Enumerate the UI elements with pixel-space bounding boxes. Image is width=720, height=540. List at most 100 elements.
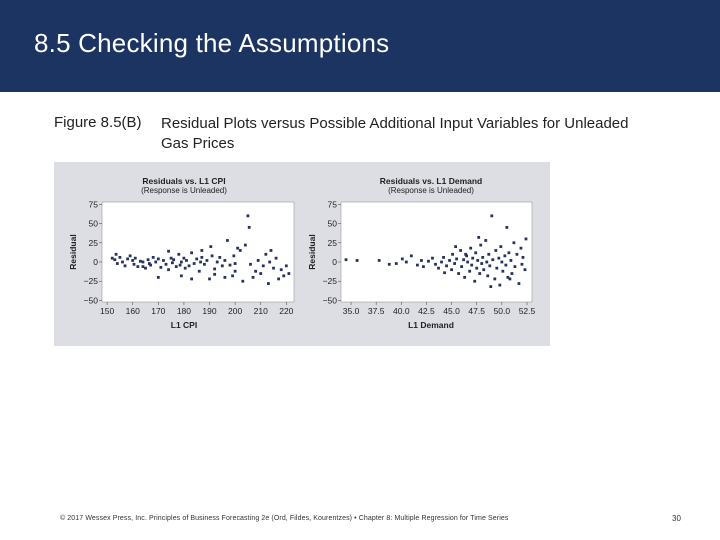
data-point: [484, 239, 488, 242]
data-point: [377, 259, 381, 262]
data-point: [118, 255, 122, 259]
data-point: [228, 263, 232, 267]
x-axis-label: L1 CPI: [171, 320, 197, 330]
data-point: [167, 268, 170, 272]
data-point: [141, 265, 145, 269]
slide-title: 8.5 Checking the Assumptions: [34, 28, 390, 58]
data-point: [171, 261, 174, 265]
data-point: [187, 264, 191, 268]
data-point: [464, 252, 468, 256]
title-bar: 8.5 Checking the Assumptions: [0, 0, 720, 92]
chart-subtitle: (Response is Unleaded): [141, 186, 227, 195]
data-point: [400, 257, 404, 261]
data-point: [437, 266, 440, 270]
x-tick-label: 220: [279, 306, 293, 316]
data-point: [460, 265, 464, 269]
data-point: [231, 274, 234, 278]
x-tick-label: 170: [151, 306, 165, 316]
data-point: [282, 274, 286, 278]
data-point: [190, 277, 193, 281]
data-point: [267, 282, 270, 285]
data-point: [520, 262, 524, 266]
data-point: [147, 262, 151, 265]
figure-panel: Residuals vs. L1 CPI (Response is Unleade…: [54, 162, 550, 346]
y-axis-label: Residual: [68, 234, 78, 269]
plot-area: [340, 201, 533, 303]
data-point: [519, 246, 523, 250]
data-point: [501, 269, 505, 273]
data-point: [474, 251, 478, 255]
data-point: [243, 243, 247, 247]
data-point: [268, 260, 272, 264]
data-point: [159, 265, 163, 269]
data-point: [478, 272, 482, 275]
data-point: [497, 256, 501, 260]
x-tick-label: 47.5: [468, 306, 485, 316]
data-point: [238, 249, 242, 252]
page-number: 30: [672, 514, 681, 523]
data-point: [499, 245, 503, 249]
data-point: [200, 255, 204, 259]
data-point: [136, 265, 140, 269]
chart-subtitle: (Response is Unleaded): [388, 186, 474, 195]
data-point: [164, 262, 168, 266]
x-tick-label: 52.5: [519, 306, 536, 316]
y-tick-label: −50: [323, 295, 338, 305]
data-point: [195, 257, 199, 261]
data-point: [277, 277, 281, 281]
data-point: [269, 249, 273, 252]
data-point: [510, 272, 514, 275]
data-point: [471, 256, 475, 260]
data-point: [156, 257, 160, 261]
data-point: [488, 264, 492, 268]
x-tick-label: 42.5: [418, 306, 435, 316]
data-point: [394, 262, 398, 265]
data-point: [279, 268, 283, 272]
data-point: [508, 277, 512, 281]
data-point: [218, 255, 222, 259]
residual-plots: Residuals vs. L1 CPI(Response is Unleade…: [68, 176, 536, 330]
data-point: [505, 225, 509, 229]
y-tick-label: 25: [89, 238, 99, 248]
data-point: [220, 264, 224, 268]
data-point: [115, 262, 119, 265]
data-point: [454, 245, 457, 249]
data-point: [451, 252, 454, 256]
data-point: [515, 252, 519, 256]
data-point: [113, 258, 117, 262]
data-point: [416, 263, 419, 267]
data-point: [442, 255, 445, 259]
data-point: [169, 256, 173, 260]
data-point: [498, 283, 502, 287]
x-axis-label: L1 Demand: [408, 320, 454, 330]
data-point: [261, 264, 265, 268]
x-tick-label: 180: [177, 306, 191, 316]
data-point: [493, 277, 497, 281]
data-point: [241, 279, 245, 283]
data-point: [509, 259, 513, 262]
x-tick-label: 40.0: [393, 306, 410, 316]
data-point: [208, 277, 211, 281]
data-point: [185, 259, 188, 262]
data-point: [192, 262, 196, 265]
data-point: [183, 266, 187, 270]
y-tick-label: 50: [328, 219, 338, 229]
y-tick-label: −25: [323, 276, 338, 286]
data-point: [431, 256, 434, 260]
data-point: [233, 262, 237, 265]
figure-number: Figure 8.5(B): [54, 114, 142, 131]
chart-title: Residuals vs. L1 CPI: [142, 176, 225, 186]
data-point: [440, 260, 443, 264]
data-point: [209, 245, 213, 249]
data-point: [213, 272, 217, 276]
data-point: [494, 249, 498, 252]
figure-title: Residual Plots versus Possible Additiona…: [161, 115, 629, 152]
data-point: [504, 263, 508, 267]
x-tick-label: 37.5: [368, 306, 385, 316]
data-point: [495, 266, 499, 270]
data-point: [182, 256, 186, 260]
data-point: [459, 249, 463, 252]
data-point: [139, 259, 142, 263]
plot-area: [101, 201, 295, 303]
data-point: [453, 262, 456, 265]
